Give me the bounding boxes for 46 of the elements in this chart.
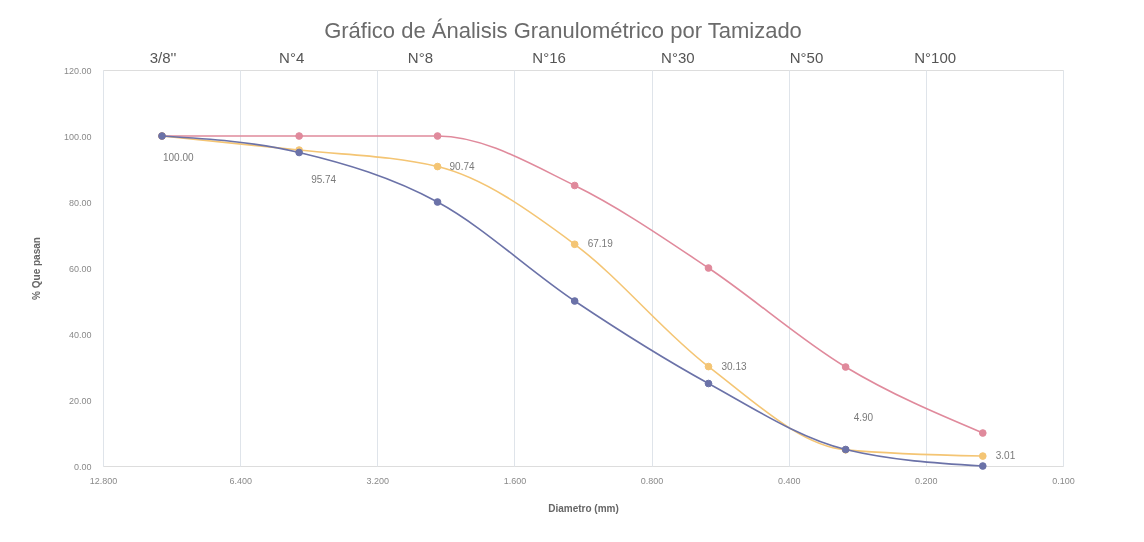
text: N°50 — [789, 49, 824, 66]
point — [295, 132, 303, 140]
y-tick-label: 80.00 — [68, 197, 92, 208]
data-label: 67.19 — [587, 238, 614, 250]
point — [978, 462, 987, 470]
x-tick-label: 1.600 — [503, 475, 527, 486]
x-tick-label: 3.200 — [366, 475, 390, 486]
y-tick-label: 100.00 — [63, 131, 92, 142]
y-tick-label: 40.00 — [68, 329, 92, 340]
text: N°4 — [279, 49, 305, 66]
point — [433, 162, 442, 171]
point — [433, 198, 442, 206]
point — [570, 181, 579, 190]
point — [978, 452, 987, 460]
y-tick-label: 20.00 — [68, 395, 92, 406]
data-label: 4.90 — [853, 411, 874, 423]
y-tick-label: 60.00 — [68, 263, 92, 274]
chart-title: Gráfico de Ánalisis Granulométrico por Tamizado — [324, 18, 802, 43]
data-label: 90.74 — [449, 160, 475, 172]
y-axis-title: % Que pasan — [30, 237, 42, 300]
x-tick-label: 0.400 — [777, 475, 801, 486]
text: N°8 — [407, 49, 433, 66]
point — [704, 379, 713, 388]
point — [704, 264, 713, 272]
x-tick-label: 0.100 — [1052, 475, 1075, 486]
text: N°30 — [661, 49, 695, 66]
point — [570, 297, 579, 305]
point — [841, 363, 850, 371]
x-axis-title: Diametro (mm) — [548, 502, 619, 514]
text: 3/8'' — [149, 49, 177, 66]
x-tick-label: 0.200 — [915, 475, 938, 486]
data-label: 95.74 — [311, 174, 337, 186]
text: N°16 — [532, 49, 566, 66]
point — [978, 429, 987, 437]
text: N°100 — [914, 49, 957, 66]
data-label: 30.13 — [721, 360, 747, 372]
y-tick-label: 120.00 — [63, 65, 92, 76]
x-tick-label: 12.800 — [89, 475, 118, 486]
point — [704, 362, 713, 371]
point — [433, 132, 442, 140]
x-tick-label: 0.800 — [640, 475, 664, 486]
data-label: 3.01 — [995, 450, 1016, 462]
y-tick-label: 0.00 — [73, 461, 92, 472]
point — [570, 240, 579, 249]
data-label: 100.00 — [162, 152, 195, 163]
x-tick-label: 6.400 — [229, 475, 252, 486]
